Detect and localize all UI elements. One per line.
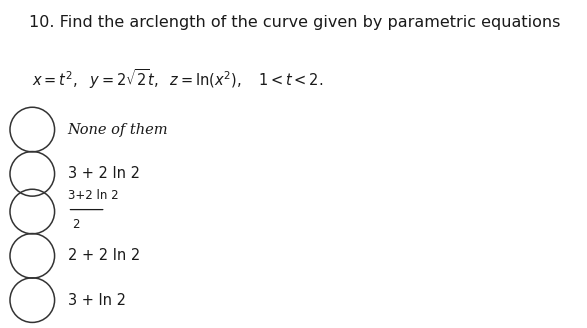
Text: 10. Find the arclength of the curve given by parametric equations: 10. Find the arclength of the curve give… xyxy=(29,15,561,30)
Text: 3+2 ln 2: 3+2 ln 2 xyxy=(68,189,118,202)
Text: 3 + 2 ln 2: 3 + 2 ln 2 xyxy=(68,166,140,181)
Text: None of them: None of them xyxy=(68,123,168,136)
Text: 3 + ln 2: 3 + ln 2 xyxy=(68,293,126,308)
Text: 2: 2 xyxy=(72,218,80,231)
Text: $x = t^2,$  $y = 2\sqrt{2}t,$  $z = \mathrm{ln}(x^2),$   $1 < t < 2.$: $x = t^2,$ $y = 2\sqrt{2}t,$ $z = \mathr… xyxy=(32,67,323,91)
Text: 2 + 2 ln 2: 2 + 2 ln 2 xyxy=(68,248,140,263)
